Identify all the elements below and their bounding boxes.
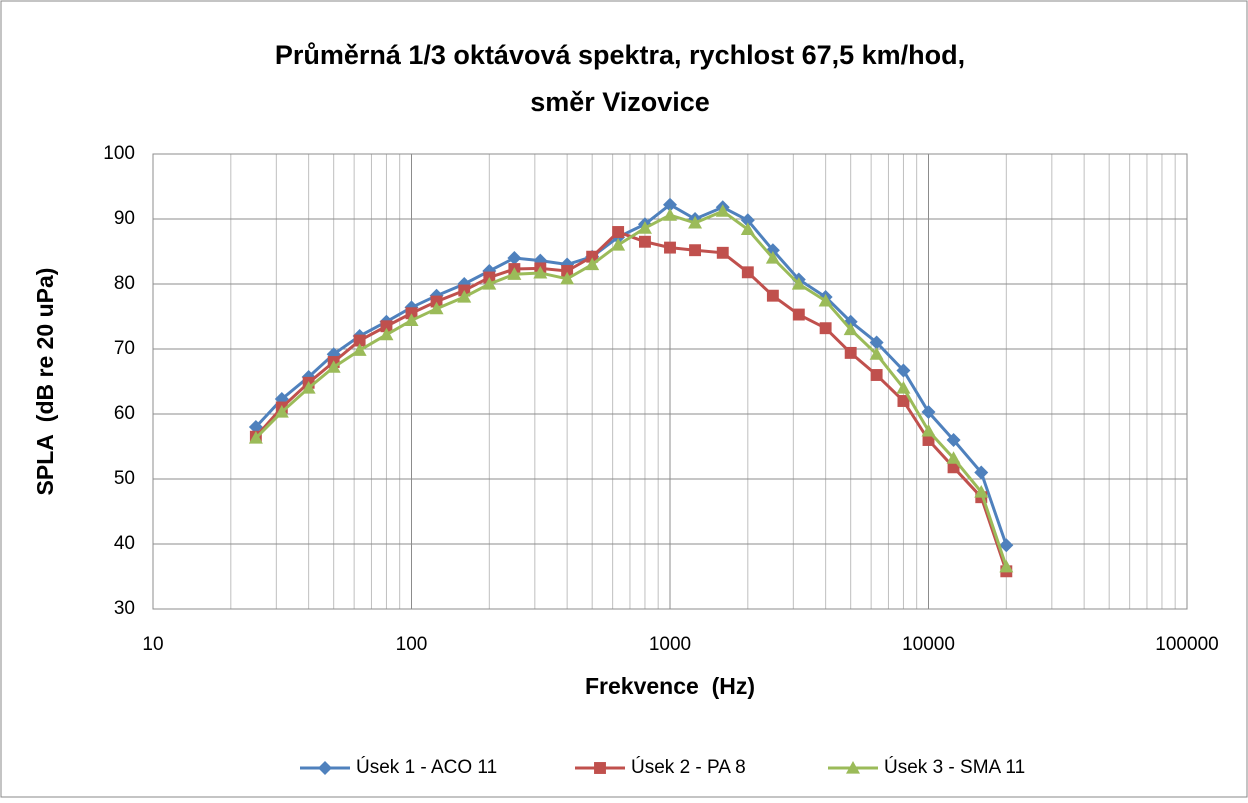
plot-border: [152, 153, 1188, 610]
legend-label: Úsek 3 - SMA 11: [884, 756, 1025, 778]
marker: [896, 363, 911, 378]
legend-label: Úsek 2 - PA 8: [631, 756, 746, 778]
marker: [560, 271, 575, 285]
y-tick-label: 70: [114, 338, 135, 359]
marker: [921, 423, 936, 437]
legend-marker: [318, 761, 332, 775]
marker: [843, 322, 858, 336]
marker: [947, 461, 960, 474]
marker: [869, 335, 884, 350]
marker: [611, 238, 626, 251]
marker: [301, 381, 316, 394]
marker: [274, 405, 289, 418]
x-tick-label: 10000: [902, 634, 955, 655]
legend-marker: [846, 761, 860, 774]
marker: [404, 313, 419, 326]
marker: [612, 226, 625, 238]
marker: [921, 405, 936, 420]
marker: [946, 451, 961, 464]
x-tick-label: 100: [396, 634, 428, 655]
marker: [716, 246, 729, 259]
marker: [740, 222, 755, 235]
marker: [663, 208, 677, 221]
y-tick-label: 40: [114, 533, 135, 554]
marker: [638, 235, 651, 248]
y-tick-label: 30: [114, 598, 135, 619]
marker: [715, 204, 730, 217]
marker: [585, 257, 600, 271]
x-tick-label: 1000: [649, 634, 691, 655]
marker: [507, 251, 522, 265]
marker: [248, 420, 263, 434]
marker: [405, 307, 418, 320]
x-tick-label: 100000: [1155, 634, 1218, 655]
marker: [353, 334, 366, 347]
marker: [974, 485, 989, 498]
marker: [869, 347, 884, 360]
marker: [765, 243, 780, 258]
marker: [766, 289, 779, 302]
y-tick-label: 50: [114, 468, 135, 489]
marker: [974, 465, 989, 480]
legend-label: Úsek 1 - ACO 11: [356, 756, 497, 778]
marker: [380, 320, 393, 333]
marker: [688, 215, 703, 229]
marker: [379, 327, 394, 341]
marker: [664, 241, 676, 254]
marker: [819, 322, 832, 335]
marker: [999, 538, 1014, 553]
marker: [896, 381, 911, 394]
y-tick-label: 60: [114, 403, 135, 424]
marker: [663, 197, 677, 212]
marker: [352, 343, 367, 356]
chart-title: směr Vizovice: [530, 87, 710, 117]
y-tick-label: 90: [114, 208, 135, 229]
chart-title: Průměrná 1/3 oktávová spektra, rychlost …: [275, 40, 965, 70]
x-tick-label: 10: [142, 634, 163, 655]
marker: [791, 277, 806, 290]
marker: [430, 295, 443, 308]
marker: [561, 265, 574, 277]
legend-marker: [594, 762, 606, 774]
y-tick-label: 80: [114, 273, 135, 294]
marker: [326, 360, 341, 373]
marker: [482, 277, 497, 290]
marker: [533, 265, 548, 279]
marker: [637, 221, 652, 234]
y-tick-label: 100: [103, 143, 135, 164]
marker: [507, 267, 522, 280]
y-axis-label: SPLA (dB re 20 uPa): [32, 268, 58, 496]
marker: [844, 346, 857, 359]
marker: [765, 251, 780, 264]
marker: [689, 244, 702, 257]
marker: [946, 433, 961, 447]
marker: [792, 308, 805, 321]
marker: [999, 559, 1014, 573]
marker: [897, 395, 910, 407]
marker: [741, 266, 754, 279]
marker: [922, 434, 935, 446]
marker: [457, 290, 472, 303]
marker: [740, 213, 755, 228]
marker: [870, 369, 883, 381]
x-axis-label: Frekvence (Hz): [585, 673, 755, 699]
marker: [586, 250, 599, 263]
marker: [429, 301, 444, 315]
marker: [818, 293, 833, 307]
marker: [248, 431, 263, 444]
